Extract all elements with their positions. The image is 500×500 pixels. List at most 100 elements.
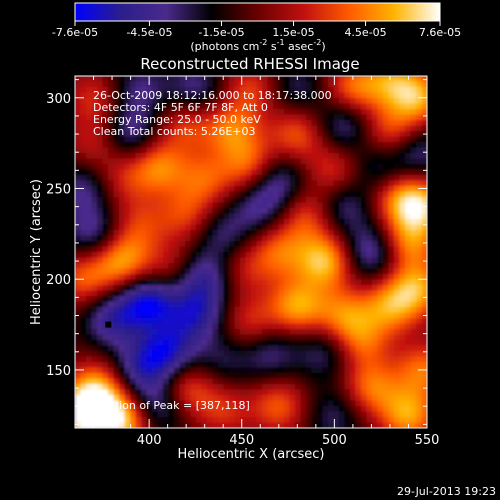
heatmap-cell: [146, 323, 153, 330]
heatmap-cell: [267, 279, 274, 286]
heatmap-cell: [75, 208, 82, 215]
heatmap-cell: [168, 252, 175, 259]
heatmap-cell: [322, 175, 329, 182]
heatmap-cell: [289, 131, 296, 138]
heatmap-cell: [317, 285, 324, 292]
heatmap-cell: [152, 219, 159, 226]
heatmap-cell: [295, 395, 302, 402]
heatmap-cell: [383, 301, 390, 308]
heatmap-cell: [306, 400, 313, 407]
heatmap-cell: [223, 153, 230, 160]
heatmap-cell: [240, 384, 247, 391]
heatmap-cell: [163, 169, 170, 176]
heatmap-cell: [130, 318, 137, 325]
heatmap-cell: [223, 384, 230, 391]
heatmap-cell: [289, 274, 296, 281]
heatmap-cell: [377, 114, 384, 121]
heatmap-cell: [421, 285, 427, 292]
heatmap-cell: [218, 120, 225, 127]
heatmap-cell: [383, 98, 390, 105]
heatmap-cell: [300, 378, 307, 385]
heatmap-cell: [245, 81, 252, 88]
heatmap-cell: [383, 125, 390, 132]
heatmap-cell: [174, 125, 181, 132]
heatmap-cell: [267, 153, 274, 160]
heatmap-cell: [284, 224, 291, 231]
heatmap-cell: [267, 197, 274, 204]
heatmap-cell: [322, 76, 329, 83]
heatmap-cell: [361, 169, 368, 176]
heatmap-cell: [350, 136, 357, 143]
heatmap-cell: [273, 197, 280, 204]
heatmap-cell: [240, 213, 247, 220]
heatmap-cell: [119, 169, 126, 176]
heatmap-cell: [218, 103, 225, 110]
heatmap-cell: [157, 131, 164, 138]
heatmap-cell: [421, 378, 427, 385]
heatmap-cell: [355, 98, 362, 105]
heatmap-cell: [234, 411, 241, 418]
heatmap-cell: [80, 252, 87, 259]
heatmap-cell: [212, 158, 219, 165]
heatmap-cell: [141, 98, 148, 105]
heatmap-cell: [229, 103, 236, 110]
heatmap-cell: [174, 175, 181, 182]
heatmap-cell: [361, 164, 368, 171]
heatmap-cell: [212, 109, 219, 116]
heatmap-cell: [113, 362, 120, 369]
heatmap-cell: [179, 274, 186, 281]
heatmap-cell: [394, 356, 401, 363]
heatmap-cell: [333, 411, 340, 418]
heatmap-cell: [163, 367, 170, 374]
heatmap-cell: [251, 92, 258, 99]
heatmap-cell: [278, 296, 285, 303]
heatmap-cell: [421, 263, 427, 270]
heatmap-cell: [196, 219, 203, 226]
heatmap-cell: [350, 356, 357, 363]
heatmap-cell: [366, 235, 373, 242]
heatmap-cell: [119, 175, 126, 182]
heatmap-cell: [157, 142, 164, 149]
heatmap-cell: [267, 147, 274, 154]
heatmap-cell: [262, 76, 269, 83]
heatmap-cell: [212, 257, 219, 264]
heatmap-cell: [119, 417, 126, 424]
heatmap-cell: [157, 136, 164, 143]
heatmap-cell: [372, 230, 379, 237]
heatmap-cell: [196, 120, 203, 127]
heatmap-cell: [75, 384, 82, 391]
heatmap-cell: [113, 109, 120, 116]
heatmap-cell: [262, 202, 269, 209]
heatmap-cell: [399, 296, 406, 303]
heatmap-cell: [190, 235, 197, 242]
heatmap-cell: [135, 307, 142, 314]
heatmap-cell: [163, 76, 170, 83]
heatmap-cell: [322, 224, 329, 231]
heatmap-cell: [152, 191, 159, 198]
heatmap-cell: [372, 362, 379, 369]
heatmap-cell: [146, 268, 153, 275]
heatmap-cell: [262, 81, 269, 88]
heatmap-cell: [185, 406, 192, 413]
heatmap-cell: [295, 351, 302, 358]
heatmap-cell: [350, 263, 357, 270]
heatmap-cell: [366, 279, 373, 286]
heatmap-cell: [344, 301, 351, 308]
heatmap-cell: [339, 285, 346, 292]
heatmap-cell: [405, 153, 412, 160]
heatmap-cell: [124, 257, 131, 264]
heatmap-cell: [421, 384, 427, 391]
heatmap-cell: [273, 378, 280, 385]
heatmap-cell: [289, 76, 296, 83]
heatmap-cell: [339, 296, 346, 303]
heatmap-cell: [229, 81, 236, 88]
heatmap-cell: [234, 125, 241, 132]
heatmap-cell: [141, 356, 148, 363]
heatmap-cell: [383, 175, 390, 182]
heatmap-cell: [146, 136, 153, 143]
heatmap-cell: [317, 356, 324, 363]
heatmap-cell: [130, 373, 137, 380]
heatmap-cell: [179, 323, 186, 330]
heatmap-cell: [355, 241, 362, 248]
